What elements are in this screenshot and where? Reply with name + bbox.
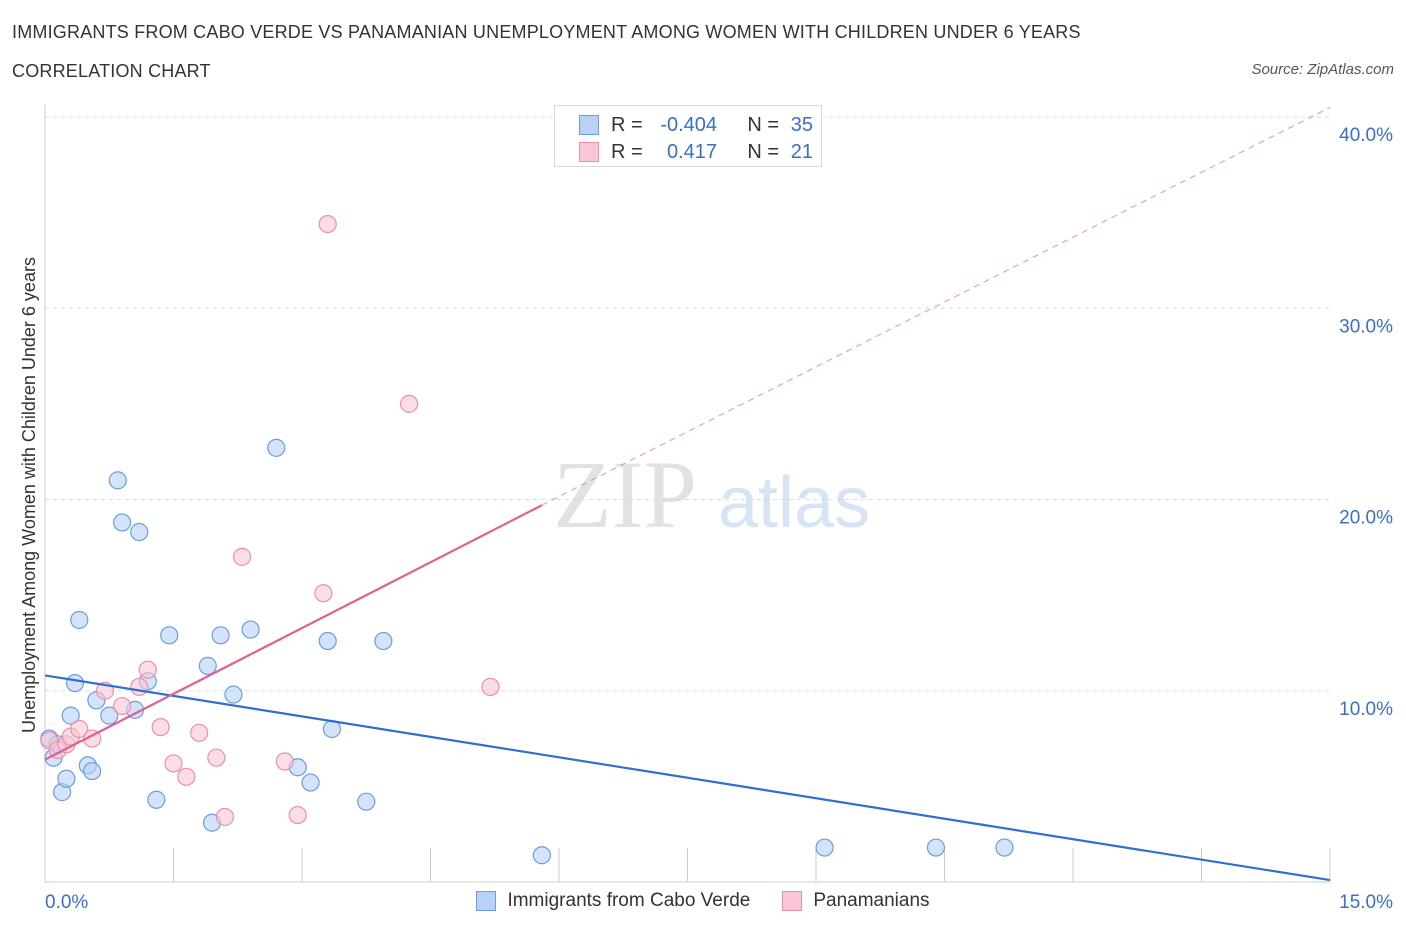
pink-point [318,215,337,234]
blue-point [198,656,217,675]
correlation-legend: R = -0.404 N = 35 R = 0.417 N = 21 [554,105,822,167]
blue-point [267,438,286,457]
blue-point [224,685,243,704]
legend-n-value: 35 [790,113,813,136]
legend-label-panamanians: Panamanians [813,890,930,911]
blue-point [357,792,376,811]
pink-point [481,677,500,697]
blue-point [995,838,1014,857]
x-tick-label: 15.0% [1339,892,1393,913]
pink-point [112,696,132,716]
blue-point [318,631,337,651]
blue-point [100,706,119,725]
blue-point [65,673,85,693]
blue-point [147,790,166,809]
blue-point [160,626,179,645]
blue-point [241,620,260,639]
chart-title: IMMIGRANTS FROM CABO VERDE VS PANAMANIAN… [12,22,1081,42]
pink-point [399,394,419,413]
pink-point [138,660,157,679]
legend-n-value: 21 [790,140,813,163]
blue-point [61,706,80,725]
blue-point [70,610,89,630]
blue-point [211,626,230,645]
legend-row-panamanians: R = 0.417 N = 21 [579,139,813,165]
pink-point [190,723,209,742]
legend-n-label: N = [747,140,779,163]
blue-point [926,838,946,857]
legend-r-value: -0.404 [660,113,717,136]
legend-swatch-pink [579,142,599,162]
legend-row-cabo-verde: R = -0.404 N = 35 [579,112,813,138]
legend-swatch-blue [579,115,599,135]
pink-trend-extension [541,106,1331,506]
pink-point [288,805,307,825]
blue-point [815,838,834,857]
legend-r-label: R = [611,140,643,163]
pink-point [151,717,170,737]
watermark-zip: ZIP [553,441,697,548]
series-legend: Immigrants from Cabo Verde Panamanians [0,890,1406,912]
pink-point [215,807,234,827]
legend-label-cabo-verde: Immigrants from Cabo Verde [507,890,751,911]
y-tick-label: 30.0% [1339,316,1393,337]
y-tick-label: 20.0% [1339,508,1393,529]
blue-point [112,513,132,532]
pink-point [164,754,183,773]
blue-point [130,522,149,542]
blue-point [532,846,551,865]
pink-point [130,677,149,697]
legend-item-panamanians: Panamanians [782,890,930,912]
chart-subtitle: CORRELATION CHART [12,61,211,81]
source-label: Source: ZipAtlas.com [1251,61,1394,78]
series-pink [40,215,500,827]
legend-r-label: R = [611,113,643,136]
blue-point [301,773,320,792]
legend-n-label: N = [747,113,779,136]
legend-r-value: 0.417 [666,140,717,163]
legend-swatch-blue [476,891,497,911]
blue-point [57,769,76,788]
pink-point [70,719,89,739]
y-tick-label: 40.0% [1339,125,1393,146]
blue-trend-line [44,674,1331,882]
pink-point [314,584,333,603]
pink-point [177,767,196,786]
legend-swatch-pink [782,891,803,911]
pink-trend-line [44,504,543,761]
pink-point [232,547,252,566]
y-tick-label: 10.0% [1339,699,1393,720]
blue-point [108,471,127,490]
legend-item-cabo-verde: Immigrants from Cabo Verde [476,890,750,912]
watermark-atlas: atlas [718,463,870,543]
pink-point [275,752,294,771]
blue-point [83,761,102,781]
pink-point [207,748,226,767]
y-axis-title: Unemployment Among Women with Children U… [19,257,39,733]
blue-point [374,631,393,651]
x-tick-label: 0.0% [45,892,88,913]
